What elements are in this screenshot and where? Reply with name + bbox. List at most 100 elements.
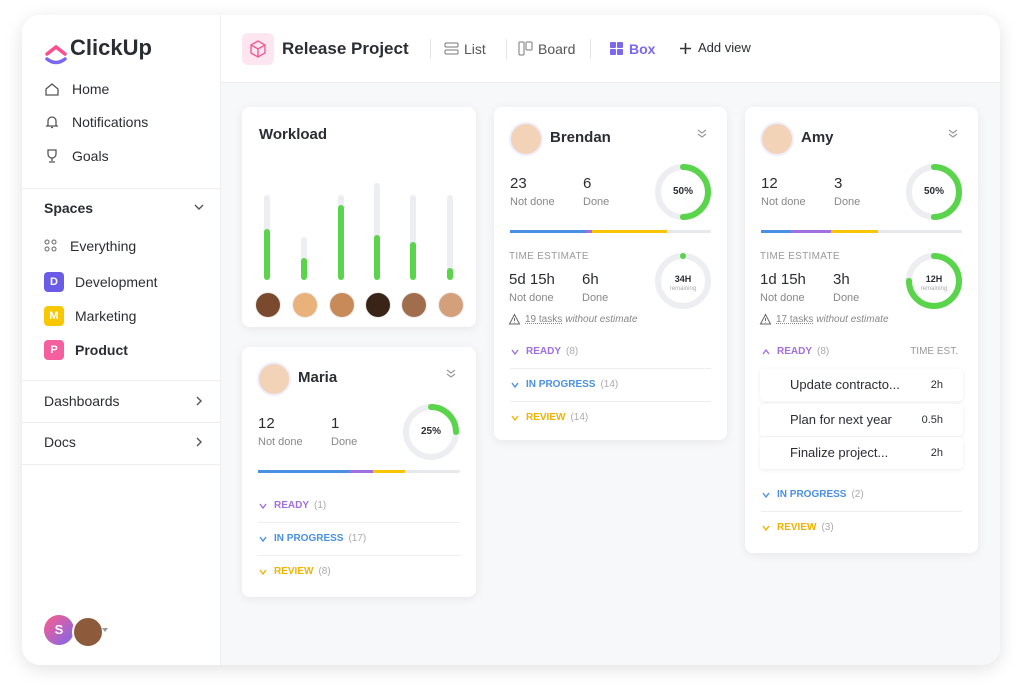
person-avatar (257, 362, 291, 396)
ring-arc (906, 253, 962, 309)
member-avatar (255, 292, 281, 318)
view-tab[interactable]: Board (538, 41, 576, 57)
person-avatar (509, 122, 543, 156)
person-avatar (760, 122, 794, 156)
group-name[interactable]: READY (274, 500, 310, 511)
stat-label: Done (582, 292, 609, 304)
separator (506, 39, 507, 59)
nav-item[interactable]: Home (72, 81, 110, 97)
workload-card: Workload (242, 107, 476, 327)
group-count: (14) (570, 412, 589, 423)
member-avatar (438, 292, 464, 318)
app-window: ClickUp Home Notifications Goals Spaces Every… (22, 15, 1000, 665)
progress-segment (348, 470, 374, 473)
section-link[interactable]: Docs (44, 434, 76, 450)
progress-segment (258, 470, 349, 473)
divider (22, 422, 220, 423)
group-chevron (762, 492, 770, 499)
group-count: (17) (348, 533, 367, 544)
task-name: Finalize project... (790, 445, 889, 460)
stat-label: Done (583, 196, 610, 208)
space-badge: P (44, 340, 64, 360)
progress-segment (791, 230, 832, 233)
section-label: TIME ESTIMATE (509, 251, 589, 262)
group-name[interactable]: IN PROGRESS (526, 379, 596, 390)
divider (258, 522, 460, 523)
warning-text: without estimate (565, 314, 638, 325)
space-name[interactable]: Marketing (75, 308, 137, 324)
warning-icon (508, 313, 521, 325)
ring-arc (906, 164, 962, 220)
space-name[interactable]: Development (75, 274, 158, 290)
ring-label: 34H (674, 274, 692, 284)
task-estimate: 0.5h (921, 414, 943, 426)
logo-icon (45, 44, 67, 65)
collapse-icon (446, 369, 456, 378)
space-badge: M (44, 306, 64, 326)
group-count: (1) (314, 500, 327, 511)
task-row[interactable]: Plan for next year 0.5h (760, 404, 963, 436)
stat-label: Not done (761, 196, 806, 208)
warning-link[interactable]: 17 tasks (776, 314, 814, 325)
user-avatar[interactable]: S (44, 615, 74, 645)
ring-arc (403, 404, 459, 460)
task-row[interactable]: Update contracto... 2h (760, 369, 963, 401)
stat-label: Not done (510, 196, 555, 208)
workload-bar (338, 205, 344, 280)
space-name[interactable]: Product (75, 342, 128, 358)
divider (22, 464, 220, 465)
group-name[interactable]: IN PROGRESS (274, 533, 344, 544)
ring-arc (655, 253, 711, 309)
progress-segment (592, 230, 667, 233)
project-title: Release Project (282, 39, 409, 58)
nav-item[interactable]: Notifications (72, 114, 149, 130)
ring-sublabel: remaining (920, 286, 948, 292)
collapse-icon (948, 129, 958, 138)
task-name: Plan for next year (790, 412, 892, 427)
task-name: Update contracto... (790, 377, 900, 392)
stat-label: Done (834, 196, 861, 208)
group-chevron (259, 569, 267, 576)
nav-icon (45, 116, 59, 129)
group-count: (8) (566, 346, 579, 357)
member-avatar (365, 292, 391, 318)
group-name[interactable]: REVIEW (777, 522, 817, 533)
column-label: TIME EST. (910, 346, 958, 357)
spaces-title[interactable]: Spaces (44, 200, 94, 216)
group-chevron (511, 415, 519, 422)
stat-label: Not done (760, 292, 805, 304)
top-bar (221, 15, 1000, 83)
add-view[interactable]: Add view (698, 40, 751, 55)
everything[interactable]: Everything (70, 238, 137, 254)
nav-item[interactable]: Goals (72, 148, 109, 164)
stat-value: 23 (510, 175, 527, 192)
divider (510, 368, 711, 369)
space-badge: D (44, 272, 64, 292)
task-row[interactable]: Finalize project... 2h (760, 437, 963, 469)
view-tab[interactable]: Box (629, 41, 656, 57)
person-card: Maria 12 Not done 1 Done 25% READY (1) IN PROGRE… (242, 347, 476, 597)
view-tab[interactable]: List (464, 41, 486, 57)
group-name[interactable]: REVIEW (274, 566, 314, 577)
workload-bar (374, 235, 380, 280)
group-name[interactable]: IN PROGRESS (777, 489, 847, 500)
workload-title: Workload (259, 126, 328, 143)
person-name: Brendan (550, 129, 611, 146)
sidebar-border (220, 15, 221, 665)
group-name[interactable]: REVIEW (526, 412, 566, 423)
group-name[interactable]: READY (777, 346, 813, 357)
workload-bar (447, 268, 453, 280)
time-ring (655, 253, 711, 309)
warning-link[interactable]: 19 tasks (525, 314, 563, 325)
stat-value: 12 (761, 175, 778, 192)
stat-label: Not done (509, 292, 554, 304)
group-name[interactable]: READY (526, 346, 562, 357)
group-count: (2) (851, 489, 864, 500)
chevron-right (196, 396, 202, 406)
stat-label: Done (331, 436, 358, 448)
stat-value: 1 (331, 415, 340, 432)
member-avatar (292, 292, 318, 318)
nav-icon (45, 83, 59, 96)
section-link[interactable]: Dashboards (44, 393, 120, 409)
group-chevron (259, 536, 267, 543)
